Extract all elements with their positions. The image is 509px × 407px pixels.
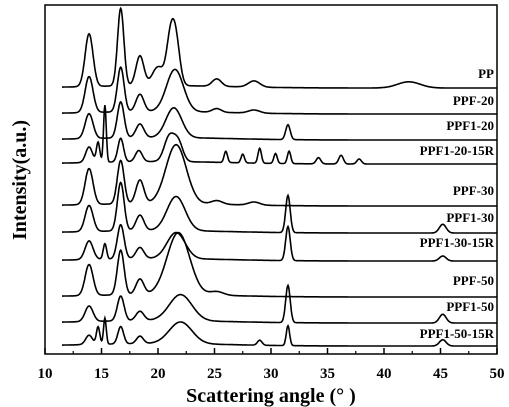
x-axis-title: Scattering angle (° ) (186, 385, 356, 407)
series-line-pp (62, 6, 497, 89)
x-tick-label: 15 (94, 366, 109, 382)
series-line-ppf-30 (62, 143, 497, 207)
x-tick-label: 50 (490, 366, 505, 382)
series-line-ppf1-50 (62, 283, 497, 324)
series-label-ppf-50: PPF-50 (453, 273, 494, 288)
series-line-ppf1-30 (62, 181, 497, 234)
x-tick-label: 35 (320, 366, 335, 382)
series-label-ppf-20: PPF-20 (453, 93, 494, 108)
series-label-ppf-30: PPF-30 (453, 183, 494, 198)
x-tick-label: 10 (38, 366, 53, 382)
plot-frame (44, 4, 498, 355)
series-line-ppf-50 (62, 231, 497, 298)
series-line-ppf1-50-15r (62, 315, 497, 347)
series-label-group: PP PPF-20 PPF1-20 PPF1-20-15R PPF-30 PPF1-30 P… (420, 66, 495, 341)
series-line-ppf1-20 (62, 100, 497, 141)
series-label-ppf1-20: PPF1-20 (446, 118, 494, 133)
x-tick-label: 40 (377, 366, 392, 382)
series-line-ppf-20 (62, 66, 497, 115)
series-label-ppf1-30: PPF1-30 (446, 210, 494, 225)
series-line-ppf1-20-15r (62, 105, 497, 165)
x-tick-label: 45 (433, 366, 448, 382)
series-label-ppf1-20-15r: PPF1-20-15R (420, 143, 495, 158)
x-tick-label: 25 (207, 366, 222, 382)
x-axis-ticks: 10 15 20 25 30 35 40 45 50 (38, 348, 505, 382)
series-label-pp: PP (478, 66, 494, 81)
curve-group (62, 6, 497, 347)
x-tick-label: 20 (151, 366, 166, 382)
series-label-ppf1-50: PPF1-50 (446, 299, 494, 314)
series-label-ppf1-50-15r: PPF1-50-15R (420, 326, 495, 341)
series-line-ppf1-30-15r (62, 223, 497, 262)
x-tick-label: 30 (264, 366, 279, 382)
y-axis-title: Intensity(a.u.) (9, 120, 31, 240)
series-label-ppf1-30-15r: PPF1-30-15R (420, 235, 495, 250)
